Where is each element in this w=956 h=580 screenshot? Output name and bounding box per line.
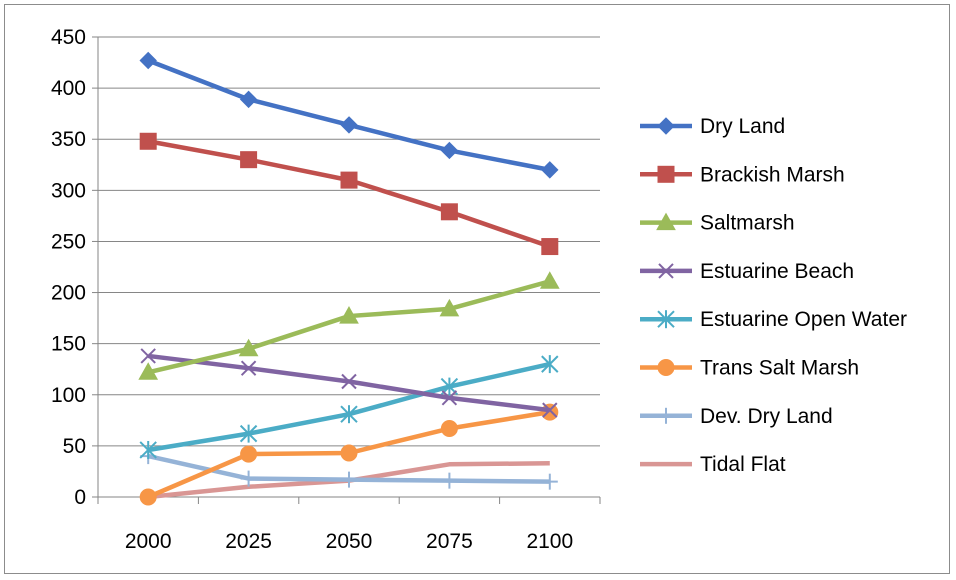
series-lines: [138, 51, 560, 506]
legend-label: Trans Salt Marsh: [700, 357, 859, 380]
x-tick-label: 2025: [225, 530, 272, 553]
legend-item-trans-salt-marsh: Trans Salt Marsh: [640, 357, 859, 380]
y-tick-label: 100: [51, 384, 86, 407]
legend-marker: [657, 359, 675, 376]
data-point-estuarine-beach: [140, 348, 156, 364]
data-point-estuarine-open-water: [139, 440, 157, 459]
legend-item-dry-land: Dry Land: [640, 115, 785, 138]
y-tick-label: 300: [51, 179, 86, 202]
data-point-estuarine-beach: [341, 373, 357, 390]
data-point-estuarine-beach: [441, 390, 458, 406]
legend-label: Tidal Flat: [700, 453, 786, 476]
y-tick-label: 450: [51, 26, 86, 49]
gridlines: [98, 36, 600, 447]
y-tick-label: 400: [51, 77, 86, 100]
legend-label: Estuarine Beach: [700, 260, 854, 283]
data-point-estuarine-open-water: [239, 424, 258, 443]
data-point-saltmarsh: [539, 271, 560, 289]
y-tick-label: 350: [51, 128, 86, 151]
legend-label: Saltmarsh: [700, 212, 795, 235]
x-tick-label: 2100: [526, 530, 573, 553]
legend-label: Brackish Marsh: [700, 163, 845, 186]
data-point-saltmarsh: [238, 338, 259, 357]
legend-marker: [657, 165, 675, 183]
series-estuarine-beach: [140, 348, 558, 418]
data-point-saltmarsh: [138, 362, 159, 380]
data-point-estuarine-beach: [240, 360, 257, 376]
series-line-saltmarsh: [147, 279, 551, 375]
data-point-brackish-marsh: [440, 203, 458, 221]
data-point-dry-land: [340, 116, 358, 134]
data-point-dev-dry-land: [441, 472, 458, 489]
data-point-saltmarsh: [339, 306, 359, 324]
series-brackish-marsh: [139, 132, 559, 256]
x-tick-label: 2075: [426, 530, 473, 553]
legend-marker: [658, 263, 674, 279]
series-dry-land: [139, 51, 559, 179]
data-point-trans-salt-marsh: [440, 420, 458, 438]
x-tick-label: 2050: [326, 530, 373, 553]
data-point-trans-salt-marsh: [139, 488, 157, 506]
x-tick-label: 2000: [125, 530, 172, 553]
data-point-brackish-marsh: [340, 171, 358, 189]
data-point-brackish-marsh: [139, 132, 157, 150]
y-tick-label: 150: [51, 333, 86, 356]
legend-item-estuarine-beach: Estuarine Beach: [640, 260, 854, 283]
legend-marker: [658, 407, 674, 424]
series-trans-salt-marsh: [139, 403, 559, 506]
data-point-estuarine-open-water: [340, 405, 358, 424]
legend-item-saltmarsh: Saltmarsh: [640, 212, 795, 235]
series-line-estuarine-beach: [147, 353, 551, 413]
data-point-estuarine-beach: [542, 402, 558, 418]
data-point-dev-dry-land: [341, 471, 357, 488]
legend-item-estuarine-open-water: Estuarine Open Water: [640, 308, 907, 331]
series-saltmarsh: [138, 271, 560, 380]
legend-label: Estuarine Open Water: [700, 308, 907, 331]
y-tick-label: 250: [51, 230, 86, 253]
data-point-trans-salt-marsh: [340, 444, 358, 462]
data-point-dev-dry-land: [240, 470, 257, 487]
data-point-saltmarsh: [439, 298, 460, 317]
legend: Dry Land Brackish Marsh Saltmarsh Estuarine…: [640, 115, 907, 476]
y-tick-label: 200: [51, 282, 86, 305]
data-point-dry-land: [541, 161, 559, 179]
axes: [92, 36, 601, 504]
data-point-dev-dry-land: [541, 473, 558, 490]
y-tick-label: 0: [74, 486, 86, 509]
data-point-trans-salt-marsh: [541, 403, 559, 421]
legend-label: Dev. Dry Land: [700, 405, 833, 428]
data-point-brackish-marsh: [541, 238, 559, 256]
data-point-dry-land: [239, 90, 258, 109]
legend-marker: [657, 117, 675, 135]
data-point-dry-land: [139, 51, 157, 70]
legend-item-brackish-marsh: Brackish Marsh: [640, 163, 845, 186]
data-point-dry-land: [440, 141, 459, 160]
x-axis-tick-labels: 2000 2025 2050 2075 2100: [125, 530, 573, 553]
legend-label: Dry Land: [700, 115, 785, 138]
data-point-trans-salt-marsh: [240, 445, 258, 463]
y-axis-tick-labels: 0 50 100 150 200 250 300 350 400 450: [51, 26, 86, 509]
data-point-estuarine-open-water: [541, 355, 559, 374]
series-estuarine-open-water: [139, 355, 559, 459]
y-tick-label: 50: [63, 435, 86, 458]
legend-marker: [656, 212, 676, 231]
data-point-brackish-marsh: [240, 151, 258, 169]
legend-item-tidal-flat: Tidal Flat: [640, 453, 786, 476]
legend-item-dev-dry-land: Dev. Dry Land: [640, 405, 833, 428]
legend-marker: [657, 310, 675, 329]
